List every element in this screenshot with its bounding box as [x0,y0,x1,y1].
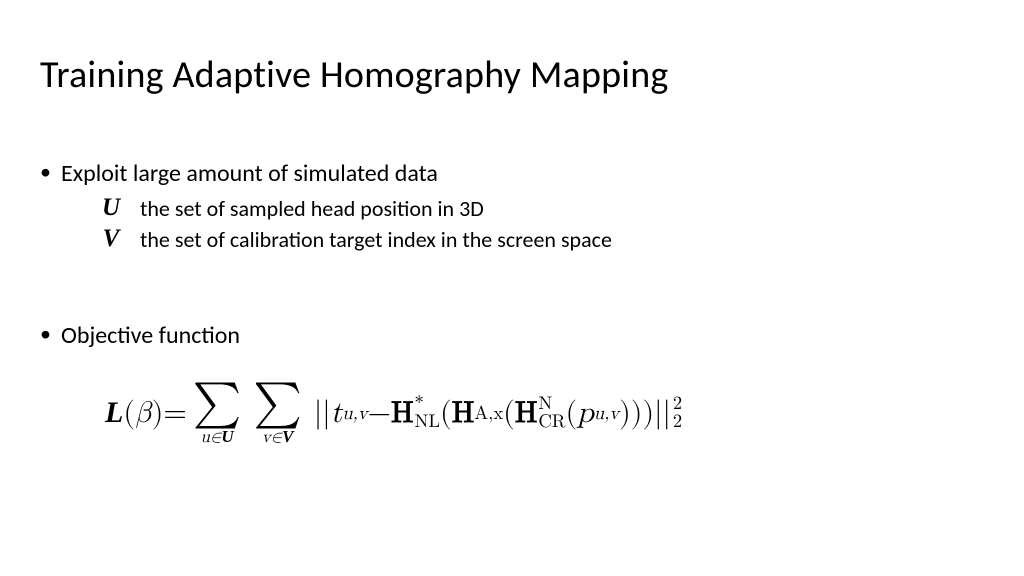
param-beta: β [135,395,152,431]
rparen: ) [642,395,654,431]
elem-of: ∈ [271,429,282,446]
H-CR: H [515,395,538,431]
slide-title: Training Adaptive Homography Mapping [40,52,668,98]
norm-supsub: 22 [673,395,682,430]
sum2-set: V [282,427,293,446]
H-NL-supsub: *NL [414,395,440,430]
set-symbol-v: V [92,225,130,253]
norm-close: || [654,395,671,431]
sub-desc-v: the set of calibration target index in t… [140,226,612,253]
rparen: ) [619,395,631,431]
loss-symbol: L [105,396,123,430]
sum2-under: v∈V [262,428,294,446]
sum-over-u: ∑ u∈U [193,380,242,446]
bullet-text-1: Exploit large amount of simulated data [61,158,438,189]
p-sub: u,v [594,402,619,425]
H-Ax-sub: A,x [474,402,503,425]
lparen: ( [123,395,135,431]
eq-sign: = [163,395,186,431]
elem-of: ∈ [210,429,221,446]
sum1-var: u [201,429,210,446]
lparen: ( [565,395,577,431]
objective-equation: L ( β ) = ∑ u∈U ∑ v∈V || tu,v − H*NL ( H… [105,380,682,446]
sub-item-u: U the set of sampled head position in 3D [92,194,484,222]
H-NL: H [391,395,414,431]
H-CR-supsub: NCR [538,395,565,430]
sigma-icon: ∑ [253,380,302,426]
bullet-item-2: • Objective function [40,320,240,351]
lparen: ( [440,395,452,431]
sum-over-v: ∑ v∈V [253,380,302,446]
p-var: p [577,395,594,431]
t-var: t [331,395,343,431]
lparen: ( [503,395,515,431]
bullet-item-1: • Exploit large amount of simulated data [40,158,438,189]
bullet-dot: • [40,158,51,187]
sum2-var: v [262,429,271,446]
sub-desc-u: the set of sampled head position in 3D [140,195,484,222]
set-symbol-u: U [92,194,130,222]
norm-open: || [314,395,331,431]
sum1-under: u∈U [201,428,234,446]
bullet-text-2: Objective function [61,320,240,351]
rparen: ) [152,395,164,431]
t-sub: u,v [342,402,367,425]
sub-item-v: V the set of calibration target index in… [92,225,612,253]
rparen: ) [631,395,643,431]
bullet-dot: • [40,320,51,349]
H-Ax: H [452,395,475,431]
minus: − [368,395,391,431]
sigma-icon: ∑ [193,380,242,426]
sum1-set: U [221,427,233,446]
